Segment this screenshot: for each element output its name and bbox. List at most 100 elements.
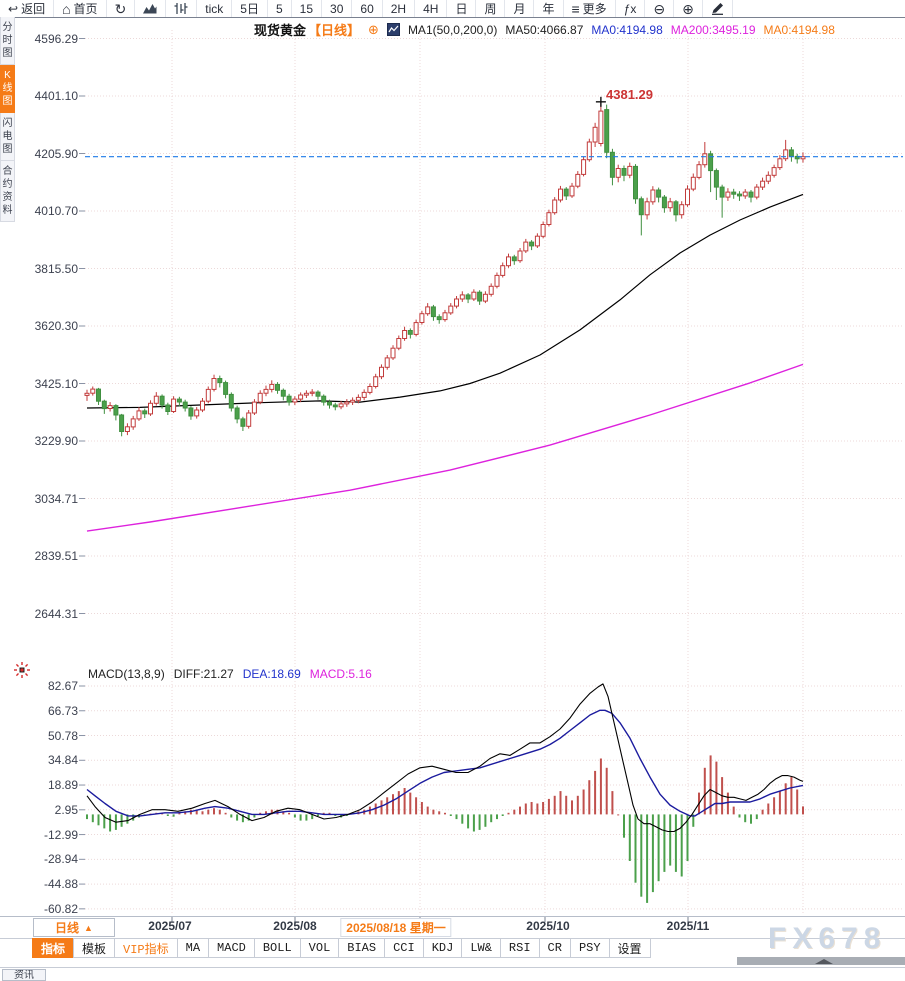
indicator-button-指标[interactable]: 指标 bbox=[32, 938, 75, 958]
toolbar-item-tf-day[interactable]: 日 bbox=[447, 0, 477, 17]
toolbar-item-zoom-out[interactable]: ⊖ bbox=[645, 0, 675, 17]
sidebar-tab-char: 图 bbox=[2, 96, 13, 107]
triangle-up-icon: ▲ bbox=[84, 922, 93, 933]
xaxis-tick: 2025/07 bbox=[148, 919, 192, 933]
zoom-in-icon: ⊕ bbox=[682, 0, 694, 17]
macd-dea-value: DEA:18.69 bbox=[242, 667, 301, 681]
macd-ytick: 66.73 bbox=[47, 703, 78, 718]
bottom-divider bbox=[0, 967, 905, 968]
indicator-button-PSY[interactable]: PSY bbox=[569, 938, 610, 958]
toolbar-item-tf-60[interactable]: 60 bbox=[352, 0, 383, 17]
toolbar-item-chart-type-area[interactable] bbox=[135, 0, 167, 17]
sidebar-tab-3[interactable]: 合约资料 bbox=[0, 161, 15, 222]
toolbar-item-tf-week[interactable]: 周 bbox=[476, 0, 506, 17]
indicator-button-CCI[interactable]: CCI bbox=[384, 938, 424, 958]
scrollbar-arrow-icon[interactable] bbox=[815, 959, 833, 964]
indicator-button-KDJ[interactable]: KDJ bbox=[422, 938, 463, 958]
indicator-button-MA[interactable]: MA bbox=[176, 938, 210, 958]
mini-chart-icon[interactable] bbox=[386, 23, 400, 36]
zoom-out-icon: ⊖ bbox=[653, 0, 666, 17]
high-price-annotation: 4381.29 bbox=[606, 87, 653, 102]
toolbar-item-tf-year[interactable]: 年 bbox=[534, 0, 564, 17]
sidebar-tab-char: 闪 bbox=[2, 118, 13, 129]
refresh-icon: ↻ bbox=[114, 0, 127, 17]
toolbar-item-label: 日 bbox=[455, 2, 468, 16]
toolbar-item-tf-tick[interactable]: tick bbox=[197, 0, 233, 17]
symbol-name: 现货黄金 bbox=[254, 23, 307, 38]
watermark: FX678 bbox=[768, 922, 887, 955]
ma-settings-label[interactable]: MA1(50,0,200,0) bbox=[407, 22, 498, 37]
toolbar-item-back[interactable]: ↩ 返回 bbox=[0, 0, 55, 17]
period-selector[interactable]: 日线 ▲ bbox=[33, 918, 115, 937]
price-ytick: 3620.30 bbox=[34, 319, 78, 333]
toolbar-item-tf-5[interactable]: 5 bbox=[268, 0, 292, 17]
price-ytick: 4205.90 bbox=[34, 146, 78, 161]
toolbar-item-indicators-fx[interactable]: ƒx bbox=[616, 0, 646, 17]
area-chart-icon bbox=[143, 3, 157, 14]
macd-diff-value: DIFF:21.27 bbox=[173, 667, 234, 681]
indicator-button-BOLL[interactable]: BOLL bbox=[253, 938, 301, 958]
indicator-sun-icon[interactable] bbox=[13, 661, 31, 684]
macd-ytick: -28.94 bbox=[43, 852, 78, 867]
menu-icon: ≡ bbox=[571, 0, 580, 17]
indicator-button-VIP指标[interactable]: VIP指标 bbox=[114, 938, 178, 958]
toolbar-item-tf-15[interactable]: 15 bbox=[292, 0, 323, 17]
price-ytick: 3034.71 bbox=[34, 491, 78, 506]
indicator-button-RSI[interactable]: RSI bbox=[499, 938, 540, 958]
macd-ytick: 2.95 bbox=[54, 802, 78, 817]
sidebar-tab-2[interactable]: 闪电图 bbox=[0, 113, 15, 161]
price-ytick: 3815.50 bbox=[34, 261, 78, 276]
sidebar-tab-char: 分 bbox=[2, 22, 13, 33]
indicator-button-MACD[interactable]: MACD bbox=[208, 938, 255, 958]
ma200-value: MA200:3495.19 bbox=[670, 22, 756, 37]
toolbar-item-tf-5d[interactable]: 5日 bbox=[232, 0, 268, 17]
indicator-button-BIAS[interactable]: BIAS bbox=[338, 938, 386, 958]
toolbar-item-home[interactable]: ⌂ 首页 bbox=[54, 0, 107, 17]
period-label: 【日线】 bbox=[308, 23, 361, 38]
sidebar-tab-char: 合 bbox=[2, 166, 13, 177]
toolbar-item-label: 年 bbox=[542, 2, 555, 16]
back-arrow-icon: ↩ bbox=[8, 1, 19, 16]
toolbar-item-refresh[interactable]: ↻ bbox=[107, 0, 136, 17]
toolbar-item-label: 5 bbox=[275, 1, 283, 16]
indicator-button-LW&[interactable]: LW& bbox=[461, 938, 501, 958]
toolbar-item-draw[interactable] bbox=[703, 0, 733, 17]
price-ytick: 4401.10 bbox=[34, 89, 78, 103]
toolbar-item-zoom-in[interactable]: ⊕ bbox=[674, 0, 703, 17]
toolbar-item-chart-type-kline[interactable] bbox=[166, 0, 198, 17]
toolbar-item-label: 5日 bbox=[240, 2, 259, 16]
toolbar-item-tf-4h[interactable]: 4H bbox=[415, 0, 448, 17]
xaxis-tick: 2025/11 bbox=[666, 919, 710, 933]
price-ytick: 3229.90 bbox=[34, 434, 78, 448]
macd-ytick: 34.84 bbox=[47, 753, 78, 768]
macd-legend: MACD(13,8,9) DIFF:21.27 DEA:18.69 MACD:5… bbox=[88, 667, 372, 681]
sidebar-tab-0[interactable]: 分时图 bbox=[0, 17, 15, 65]
toolbar-item-label: 60 bbox=[360, 1, 374, 16]
toolbar-item-tf-30[interactable]: 30 bbox=[322, 0, 353, 17]
indicator-button-VOL[interactable]: VOL bbox=[299, 938, 340, 958]
macd-settings-label[interactable]: MACD(13,8,9) bbox=[88, 667, 165, 681]
price-ytick: 2839.51 bbox=[34, 549, 78, 563]
indicator-button-模板[interactable]: 模板 bbox=[73, 938, 116, 958]
toolbar-item-tf-month[interactable]: 月 bbox=[505, 0, 535, 17]
horizontal-scrollbar[interactable] bbox=[737, 957, 905, 965]
sidebar-tab-char: 时 bbox=[2, 35, 13, 46]
xaxis-tick: 2025/08 bbox=[273, 919, 317, 933]
news-tab[interactable]: 资讯 bbox=[2, 969, 46, 981]
price-ytick: 4010.70 bbox=[34, 204, 78, 218]
toolbar-item-tf-2h[interactable]: 2H bbox=[383, 0, 416, 17]
toolbar-item-more[interactable]: ≡ 更多 bbox=[564, 0, 616, 17]
ma50-value: MA50:4066.87 bbox=[505, 22, 584, 37]
toolbar-item-label: 返回 bbox=[21, 2, 46, 16]
indicator-button-CR[interactable]: CR bbox=[538, 938, 571, 958]
macd-ytick: 18.89 bbox=[47, 778, 78, 793]
toolbar-item-label: 首页 bbox=[73, 2, 98, 16]
price-ytick: 4596.29 bbox=[34, 31, 78, 46]
add-indicator-icon[interactable]: ⊕ bbox=[368, 21, 379, 37]
toolbar-item-label: tick bbox=[205, 1, 224, 16]
sidebar-tab-char: 线 bbox=[2, 83, 13, 94]
indicator-button-设置[interactable]: 设置 bbox=[608, 938, 651, 958]
